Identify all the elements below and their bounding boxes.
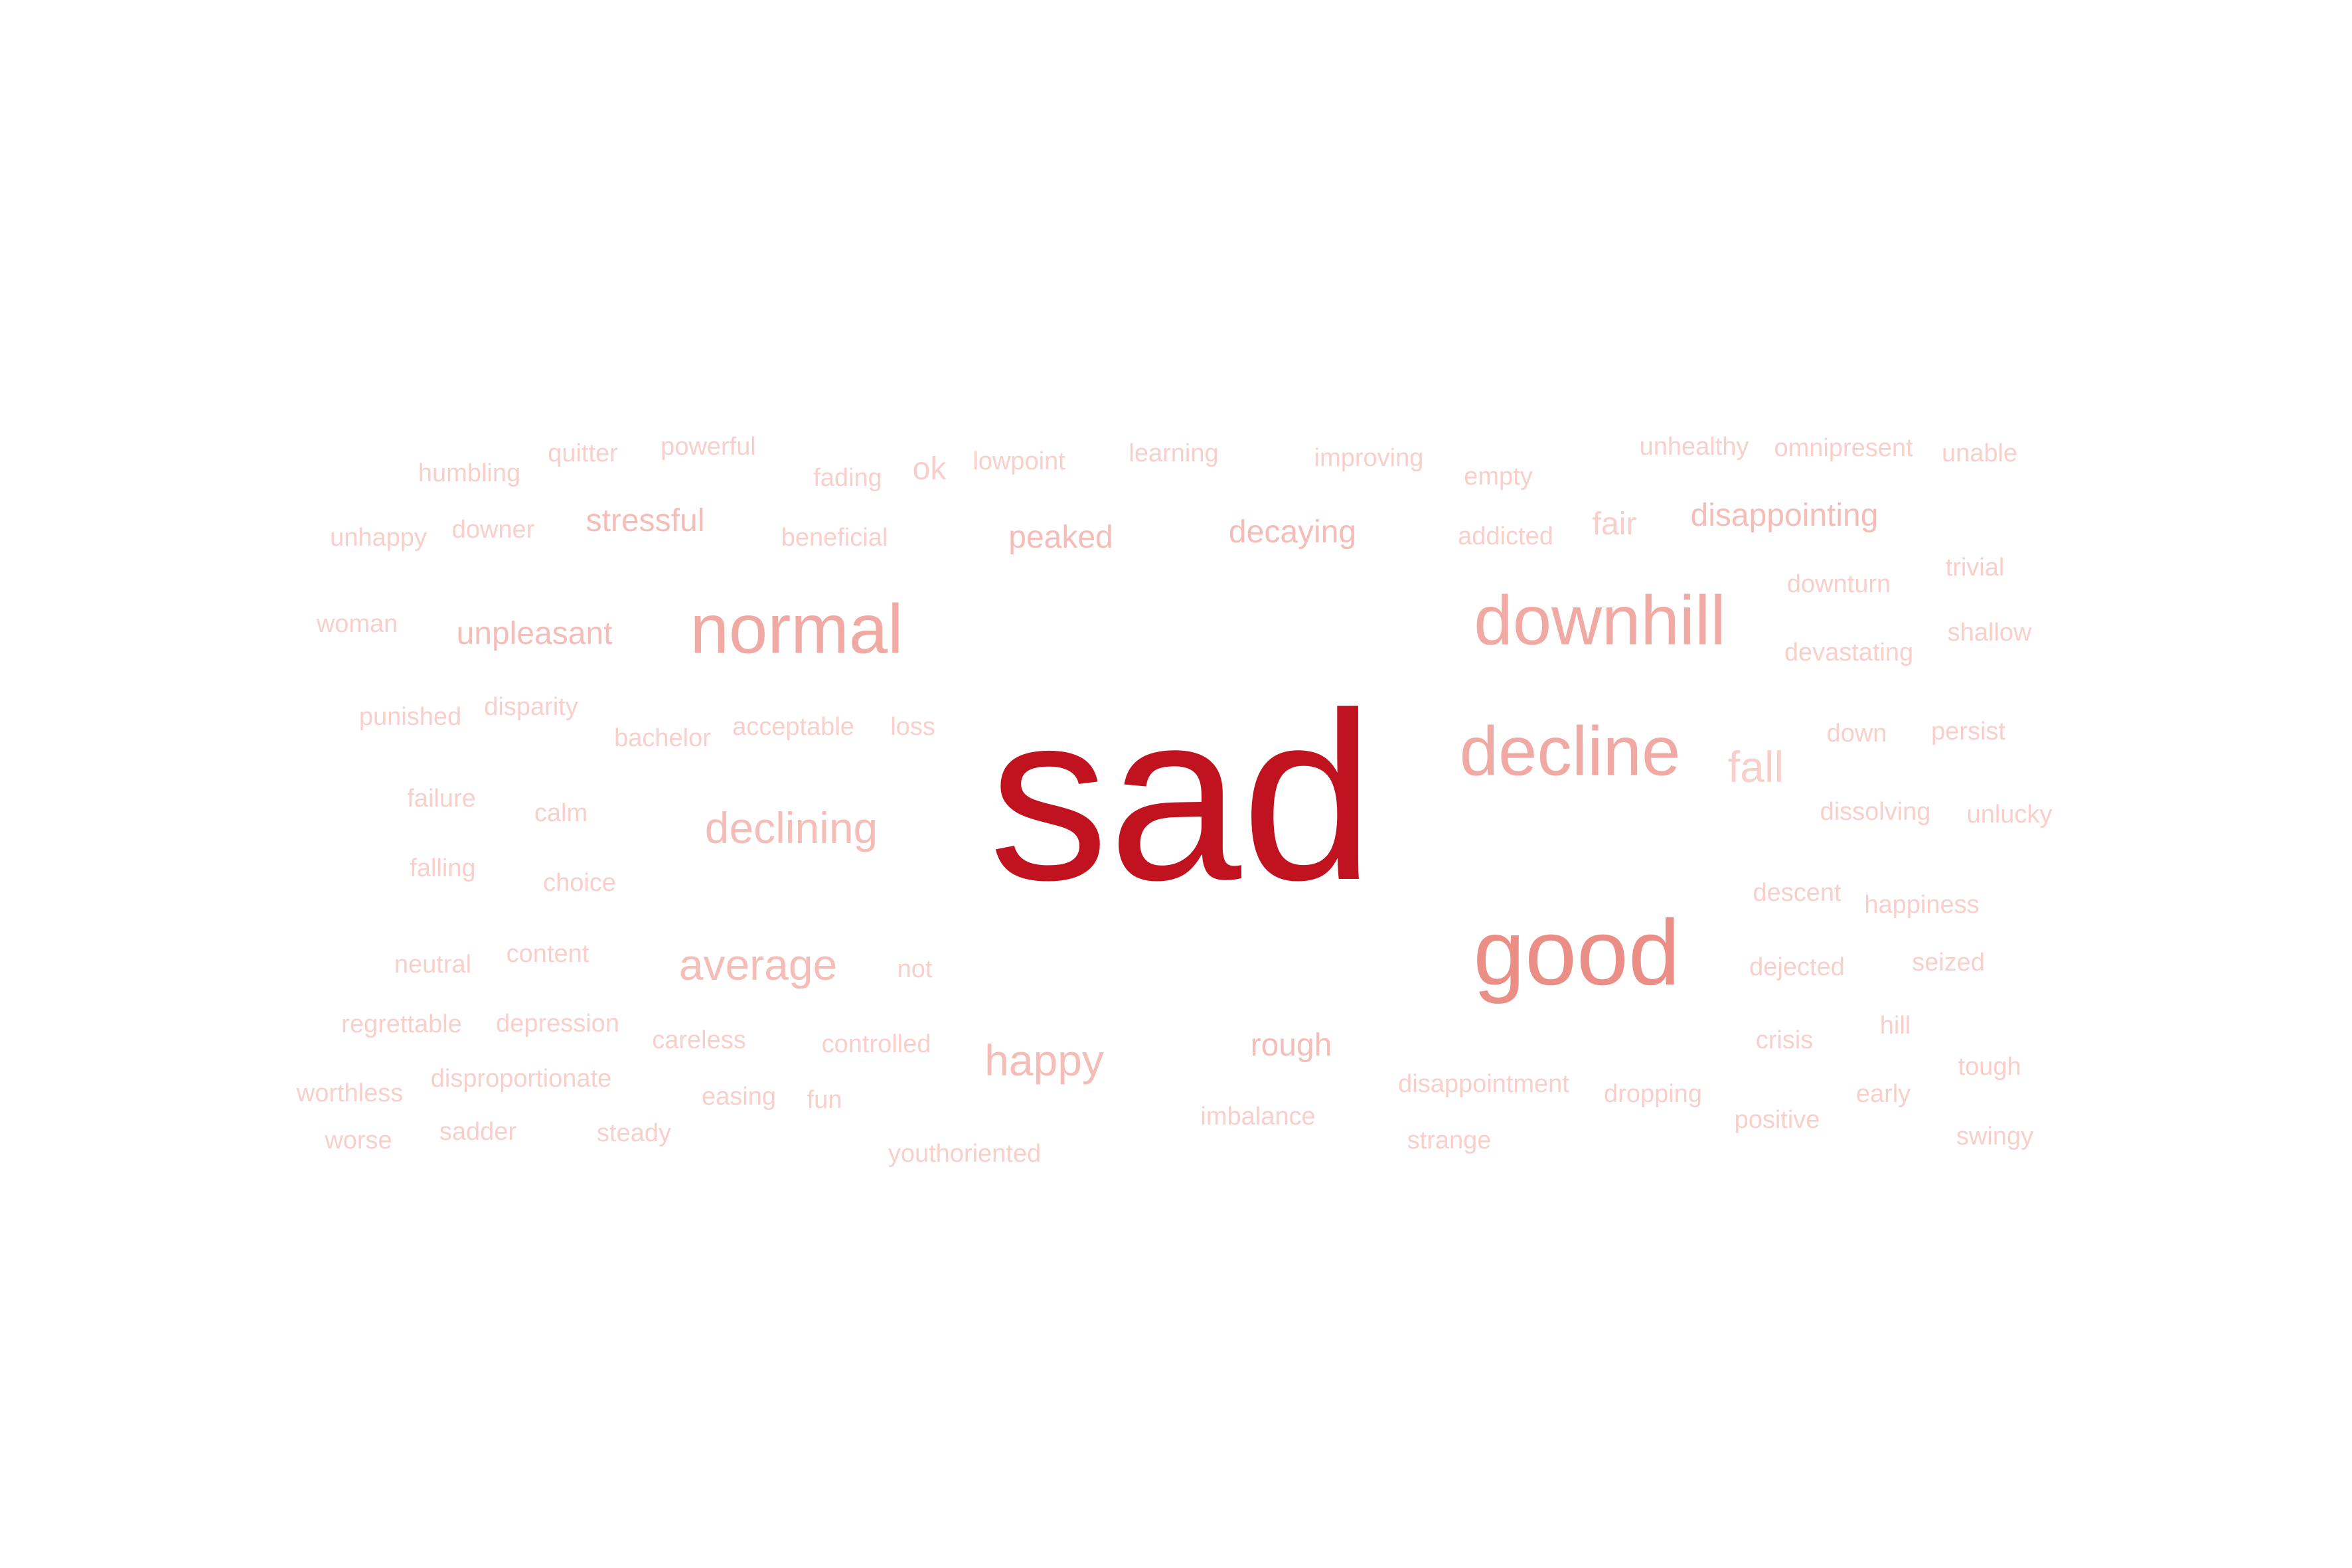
word-controlled: controlled bbox=[821, 1030, 931, 1058]
word-disparity: disparity bbox=[484, 693, 578, 721]
word-punished: punished bbox=[358, 703, 462, 731]
word-quitter: quitter bbox=[548, 439, 618, 467]
word-fun: fun bbox=[807, 1086, 842, 1114]
word-regrettable: regrettable bbox=[341, 1010, 462, 1038]
word-imbalance: imbalance bbox=[1200, 1103, 1316, 1131]
word-youthoriented: youthoriented bbox=[888, 1140, 1042, 1168]
word-improving: improving bbox=[1314, 444, 1424, 472]
word-swingy: swingy bbox=[1956, 1123, 2034, 1150]
word-woman: woman bbox=[316, 610, 398, 638]
word-shallow: shallow bbox=[1947, 619, 2032, 647]
word-decaying: decaying bbox=[1228, 514, 1357, 550]
word-disappointing: disappointing bbox=[1690, 498, 1879, 533]
word-addicted: addicted bbox=[1458, 522, 1553, 550]
word-disproportionate: disproportionate bbox=[430, 1065, 612, 1093]
word-ok: ok bbox=[912, 451, 947, 487]
word-peaked: peaked bbox=[1008, 520, 1113, 555]
word-unlucky: unlucky bbox=[1966, 801, 2053, 828]
word-unhappy: unhappy bbox=[330, 524, 427, 552]
word-tough: tough bbox=[1958, 1053, 2021, 1081]
word-neutral: neutral bbox=[394, 951, 472, 979]
word-declining: declining bbox=[704, 803, 878, 852]
word-dejected: dejected bbox=[1749, 953, 1845, 981]
word-dissolving: dissolving bbox=[1820, 798, 1931, 826]
word-rough: rough bbox=[1250, 1028, 1332, 1063]
word-beneficial: beneficial bbox=[781, 524, 888, 552]
word-unpleasant: unpleasant bbox=[456, 616, 613, 651]
word-happy: happy bbox=[984, 1036, 1104, 1085]
word-average: average bbox=[678, 940, 838, 989]
word-hill: hill bbox=[1879, 1012, 1911, 1040]
word-loss: loss bbox=[890, 713, 935, 741]
word-fair: fair bbox=[1592, 507, 1637, 542]
word-down: down bbox=[1826, 720, 1887, 747]
word-lowpoint: lowpoint bbox=[973, 447, 1065, 475]
word-powerful: powerful bbox=[661, 433, 756, 461]
word-worse: worse bbox=[325, 1127, 392, 1154]
word-downhill: downhill bbox=[1474, 582, 1726, 660]
word-easing: easing bbox=[702, 1083, 776, 1111]
word-depression: depression bbox=[496, 1010, 619, 1038]
word-sad: sad bbox=[988, 663, 1375, 930]
word-fading: fading bbox=[813, 464, 882, 492]
word-bachelor: bachelor bbox=[614, 724, 711, 752]
word-calm: calm bbox=[534, 799, 588, 827]
word-unable: unable bbox=[1941, 439, 2018, 467]
word-decline: decline bbox=[1459, 712, 1681, 791]
word-seized: seized bbox=[1912, 949, 1985, 977]
word-careless: careless bbox=[652, 1026, 746, 1054]
word-empty: empty bbox=[1464, 463, 1533, 491]
word-early: early bbox=[1855, 1080, 1911, 1108]
word-humbling: humbling bbox=[418, 459, 521, 487]
word-downer: downer bbox=[451, 516, 535, 544]
word-persist: persist bbox=[1931, 718, 2005, 745]
word-descent: descent bbox=[1753, 879, 1842, 907]
word-acceptable: acceptable bbox=[732, 713, 854, 741]
word-worthless: worthless bbox=[296, 1079, 404, 1107]
word-content: content bbox=[506, 940, 589, 968]
word-sadder: sadder bbox=[439, 1118, 517, 1146]
word-not: not bbox=[897, 955, 933, 983]
word-learning: learning bbox=[1129, 439, 1219, 467]
word-disappointment: disappointment bbox=[1398, 1070, 1569, 1098]
word-dropping: dropping bbox=[1604, 1080, 1702, 1108]
word-stressful: stressful bbox=[586, 503, 705, 538]
word-steady: steady bbox=[597, 1119, 671, 1147]
word-devastating: devastating bbox=[1784, 639, 1914, 666]
word-normal: normal bbox=[690, 590, 903, 668]
word-trivial: trivial bbox=[1945, 554, 2005, 582]
word-omnipresent: omnipresent bbox=[1774, 434, 1913, 462]
word-unhealthy: unhealthy bbox=[1639, 433, 1749, 461]
word-failure: failure bbox=[407, 785, 476, 813]
word-falling: falling bbox=[410, 854, 476, 882]
word-crisis: crisis bbox=[1755, 1026, 1814, 1054]
word-choice: choice bbox=[543, 869, 616, 897]
word-downturn: downturn bbox=[1786, 570, 1891, 598]
word-good: good bbox=[1473, 900, 1680, 1004]
word-strange: strange bbox=[1407, 1127, 1492, 1154]
word-fall: fall bbox=[1727, 742, 1784, 791]
word-positive: positive bbox=[1734, 1106, 1820, 1134]
word-happiness: happiness bbox=[1864, 891, 1980, 919]
